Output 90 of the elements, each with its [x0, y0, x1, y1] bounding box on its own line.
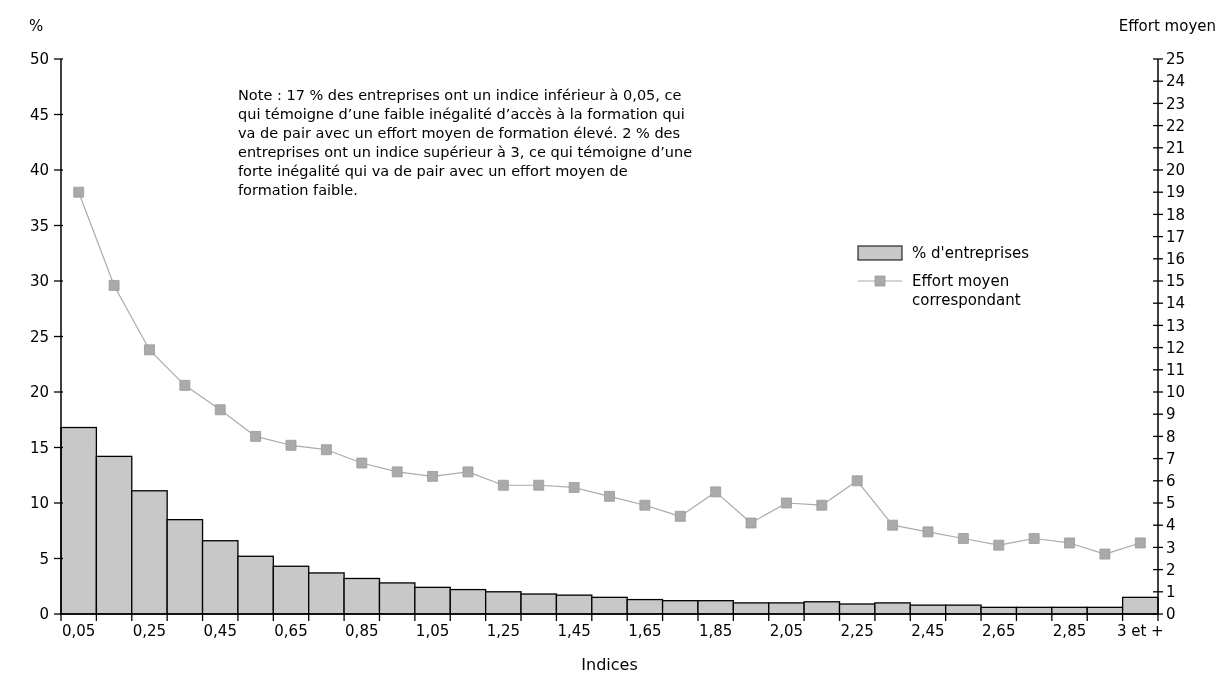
- y-tick-label: 35: [29, 216, 49, 235]
- y2-tick-label: 8: [1166, 427, 1176, 446]
- y-tick-label: 45: [29, 105, 49, 124]
- y-tick-label: 40: [29, 161, 49, 180]
- point: [568, 482, 580, 493]
- point: [356, 457, 368, 469]
- y-tick-label: 5: [39, 549, 49, 568]
- x-tick-label: 0,05: [61, 622, 96, 640]
- x-tick-label: 2,65: [982, 622, 1016, 640]
- x-tick-label: 1,45: [557, 622, 591, 640]
- point: [144, 344, 155, 356]
- y2-tick-label: 15: [1166, 272, 1186, 291]
- y2-tick-label: 12: [1166, 338, 1186, 357]
- y2-tick-label: 11: [1166, 361, 1186, 380]
- y2-tick-label: 10: [1166, 383, 1186, 402]
- point: [73, 186, 85, 198]
- point: [1099, 548, 1111, 560]
- legend-label: Effort moyen correspondant: [912, 272, 1021, 310]
- y2-tick-label: 19: [1166, 183, 1186, 202]
- y-tick-label: 30: [29, 272, 49, 291]
- y-tick-label: 10: [29, 494, 49, 513]
- point: [533, 479, 545, 491]
- x-tick-label: 2,05: [769, 622, 804, 640]
- annotation: Note : 17 % des entreprises ont un indice inférieur à 0,05, ce qui témoigne d’une faible inégalité d’accès à la formation qui va de pair avec un effort moyen de formation élevé. 2 % des entreprises ont un indice supérieur à 3, ce qui témoigne d’une forte inégalité qui va de pair avec un effort moyen de formation faible.: [238, 87, 693, 198]
- y2-tick-label: 1: [1166, 583, 1176, 602]
- y2-tick-label: 3: [1166, 538, 1176, 557]
- point: [1134, 537, 1146, 549]
- y2-tick-label: 16: [1166, 250, 1186, 269]
- point: [674, 510, 686, 522]
- point: [887, 519, 898, 531]
- x-tick-label: 2,45: [911, 622, 945, 640]
- y2-tick-label: 25: [1166, 50, 1186, 69]
- point: [321, 444, 332, 456]
- point: [462, 466, 474, 478]
- y-tick-label: 25: [29, 327, 49, 346]
- y-tick-label: 0: [39, 605, 49, 624]
- y-axis-title: %: [29, 17, 44, 35]
- y2-tick-label: 6: [1166, 472, 1176, 491]
- y2-tick-label: 7: [1166, 449, 1176, 468]
- y2-tick-label: 23: [1166, 94, 1186, 113]
- x-tick-label: 2,25: [840, 622, 874, 640]
- point: [710, 486, 722, 498]
- point: [781, 497, 792, 509]
- x-tick-label: 0,65: [274, 622, 308, 640]
- x-axis-title: Indices: [581, 655, 638, 674]
- y2-tick-label: 22: [1166, 116, 1186, 135]
- legend-label: % d'entreprises: [912, 244, 1030, 263]
- point: [816, 499, 828, 511]
- y2-tick-label: 14: [1166, 294, 1186, 313]
- point: [285, 439, 297, 451]
- y2-tick-label: 2: [1166, 560, 1176, 579]
- x-tick-label: 0,45: [203, 622, 237, 640]
- y2-tick-label: 13: [1166, 316, 1186, 335]
- y2-tick-label: 5: [1166, 494, 1176, 513]
- point: [745, 517, 757, 529]
- y-tick-label: 50: [29, 50, 49, 69]
- point: [391, 466, 403, 478]
- point: [497, 479, 509, 491]
- point: [250, 431, 262, 442]
- y-tick-label: 20: [29, 383, 49, 402]
- point: [214, 404, 226, 416]
- y2-tick-label: 20: [1166, 161, 1186, 180]
- point: [639, 499, 651, 511]
- y2-tick-label: 17: [1166, 227, 1186, 246]
- point: [179, 379, 191, 391]
- y2-tick-label: 21: [1166, 139, 1186, 158]
- x-tick-label: 1,85: [698, 622, 733, 640]
- y-tick-label: 15: [29, 438, 49, 457]
- y2-tick-label: 24: [1166, 72, 1186, 91]
- x-tick-label: 1,65: [628, 622, 662, 640]
- point: [108, 280, 120, 291]
- point: [922, 526, 934, 538]
- y2-tick-label: 18: [1166, 205, 1186, 224]
- x-tick-label: 0,85: [345, 622, 379, 640]
- point: [1064, 537, 1075, 549]
- point: [1028, 533, 1040, 544]
- x-tick-label: 0,25: [132, 622, 167, 640]
- point: [957, 533, 969, 544]
- point: [851, 475, 863, 487]
- y2-axis-title: Effort moyen: [1118, 17, 1216, 35]
- y2-tick-label: 0: [1166, 605, 1176, 624]
- y2-tick-label: 9: [1166, 405, 1176, 424]
- x-tick-label: 3 et +: [1116, 622, 1164, 640]
- point: [427, 470, 438, 482]
- x-tick-label: 1,25: [486, 622, 521, 640]
- y2-tick-label: 4: [1166, 516, 1176, 535]
- x-tick-label: 1,05: [415, 622, 450, 640]
- point: [604, 490, 615, 502]
- x-tick-label: 2,85: [1052, 622, 1087, 640]
- point: [993, 539, 1005, 551]
